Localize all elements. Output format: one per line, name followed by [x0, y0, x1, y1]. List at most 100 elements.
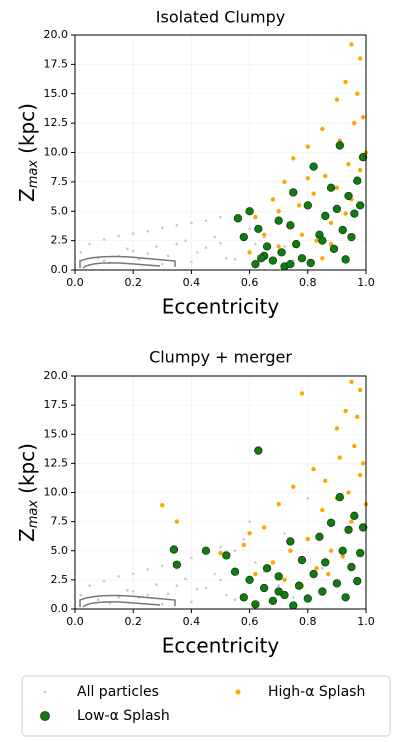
x-tick-label: 1.0 — [357, 615, 375, 628]
point — [297, 254, 307, 263]
point — [242, 537, 246, 541]
point — [276, 244, 281, 249]
density-contour — [82, 262, 161, 269]
plot-frame — [74, 375, 367, 610]
point — [218, 550, 223, 556]
x-tick-label: 0.8 — [299, 615, 317, 628]
y-tick-label: 17.5 — [44, 398, 69, 411]
point — [360, 461, 366, 466]
point — [190, 600, 193, 604]
y-tick-label: 7.5 — [51, 175, 69, 188]
point — [102, 259, 106, 262]
y-tick-label: 15.0 — [44, 427, 69, 440]
point — [358, 153, 368, 162]
point — [321, 558, 330, 567]
point — [245, 575, 254, 585]
point — [326, 183, 336, 192]
point — [328, 220, 334, 226]
point — [175, 242, 179, 246]
point — [346, 490, 351, 495]
y-tick-label: 2.5 — [51, 573, 69, 586]
point — [251, 600, 260, 609]
point — [233, 598, 237, 601]
point — [190, 260, 193, 264]
point — [282, 577, 287, 583]
point — [277, 584, 281, 587]
point — [305, 536, 310, 542]
point — [346, 162, 351, 167]
point — [355, 91, 360, 96]
point — [175, 584, 179, 587]
y-tick-label: 5.0 — [51, 544, 69, 557]
point — [305, 176, 310, 181]
x-tick-label: 0.2 — [124, 615, 142, 628]
point — [315, 532, 324, 541]
point — [190, 221, 193, 225]
point — [195, 587, 199, 591]
y-tick-label: 10.0 — [44, 146, 69, 159]
point — [213, 235, 216, 239]
legend: All particles Low-α Splash High-α Splash — [21, 675, 391, 737]
point — [117, 575, 120, 578]
point — [334, 97, 340, 102]
point — [274, 572, 283, 581]
y-tick-label: 10.0 — [44, 486, 69, 499]
point — [311, 191, 316, 196]
point — [146, 229, 150, 233]
point — [357, 167, 363, 173]
point — [286, 221, 295, 230]
point — [274, 216, 283, 225]
point — [219, 241, 222, 245]
point — [204, 219, 208, 222]
point — [325, 571, 331, 577]
point — [274, 587, 283, 596]
point — [323, 173, 328, 179]
point — [276, 209, 281, 214]
point — [352, 120, 357, 126]
point — [155, 583, 158, 586]
legend-label: Low-α Splash — [77, 708, 170, 724]
point — [289, 188, 298, 197]
point — [329, 244, 339, 254]
point — [344, 191, 353, 201]
y-tick-label: 15.0 — [44, 87, 69, 100]
point — [344, 525, 353, 534]
x-axis-label: Eccentricity — [162, 295, 280, 319]
point — [303, 201, 312, 210]
point — [175, 224, 179, 227]
point — [166, 592, 170, 596]
x-tick-label: 0.4 — [183, 276, 201, 289]
point — [332, 579, 342, 588]
point — [328, 548, 334, 553]
y-axis-label: Zmax (kpc) — [15, 443, 41, 542]
x-tick-label: 0.2 — [124, 276, 142, 289]
y-tick-label: 7.5 — [51, 515, 69, 528]
point — [253, 214, 258, 220]
point — [292, 239, 301, 249]
point — [161, 564, 164, 568]
point — [172, 560, 182, 569]
point — [286, 537, 295, 546]
point — [349, 379, 354, 385]
point — [131, 232, 135, 235]
point — [233, 549, 237, 553]
point — [117, 596, 120, 599]
point — [321, 211, 330, 221]
point — [311, 467, 316, 472]
point — [219, 545, 222, 549]
point — [225, 256, 228, 260]
point — [117, 234, 120, 238]
point — [160, 503, 165, 508]
point — [262, 242, 272, 251]
point — [204, 246, 208, 249]
point — [356, 201, 365, 210]
y-tick-label: 2.5 — [51, 234, 69, 247]
chart-title: Clumpy + merger — [149, 348, 292, 367]
x-tick-label: 0.0 — [66, 615, 84, 628]
point — [347, 232, 356, 242]
plot-frame — [74, 34, 367, 271]
point — [254, 561, 257, 564]
point — [323, 478, 328, 484]
legend-marker — [40, 711, 50, 721]
point — [335, 141, 344, 150]
